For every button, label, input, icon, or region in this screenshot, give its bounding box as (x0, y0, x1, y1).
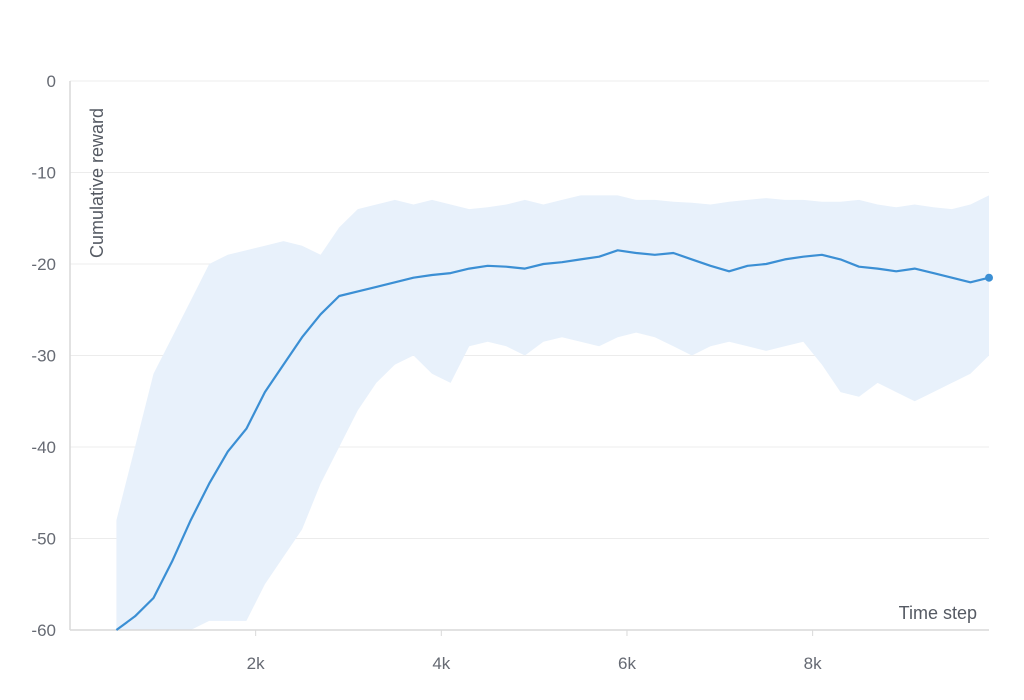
x-tick-label: 6k (618, 654, 636, 673)
confidence-band-layer (116, 195, 989, 630)
axes (69, 81, 989, 636)
series-end-point (985, 273, 993, 282)
y-tick-label: -60 (31, 621, 56, 640)
x-tick-label: 2k (247, 654, 265, 673)
series-line (115, 249, 990, 631)
y-tick-label: -20 (31, 255, 56, 274)
y-tick-label: -10 (31, 164, 56, 183)
tick-labels: 0 -10 -20 -30 -40 -50 -60 2k 4k 6k 8k (31, 72, 822, 673)
x-axis-title: Time step (899, 603, 977, 623)
y-tick-label: -40 (31, 438, 56, 457)
y-tick-label: -50 (31, 530, 56, 549)
confidence-band (116, 195, 989, 630)
y-tick-label: 0 (47, 72, 56, 91)
y-tick-label: -30 (31, 347, 56, 366)
series-line-layer (115, 249, 993, 631)
x-tick-label: 4k (432, 654, 450, 673)
y-axis-title: Cumulative reward (87, 108, 107, 258)
x-tick-label: 8k (804, 654, 822, 673)
